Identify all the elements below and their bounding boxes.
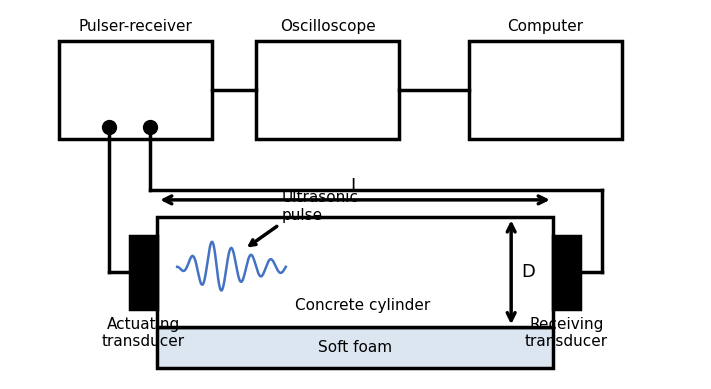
Text: Concrete cylinder: Concrete cylinder — [295, 298, 431, 313]
Bar — [552, 236, 580, 309]
Bar — [157, 217, 552, 327]
Text: Ultrasonic
pulse: Ultrasonic pulse — [282, 190, 359, 223]
Text: Receiving
transducer: Receiving transducer — [525, 317, 608, 349]
Text: L: L — [350, 177, 360, 195]
Bar — [256, 41, 400, 139]
Bar — [129, 236, 157, 309]
Bar — [157, 327, 552, 368]
Text: Actuating
transducer: Actuating transducer — [102, 317, 185, 349]
Bar — [469, 41, 622, 139]
Text: Soft foam: Soft foam — [318, 340, 392, 355]
Text: Computer: Computer — [507, 19, 583, 33]
Text: Oscilloscope: Oscilloscope — [280, 19, 375, 33]
Text: D: D — [521, 263, 535, 281]
Text: Pulser-receiver: Pulser-receiver — [78, 19, 192, 33]
Bar — [58, 41, 212, 139]
